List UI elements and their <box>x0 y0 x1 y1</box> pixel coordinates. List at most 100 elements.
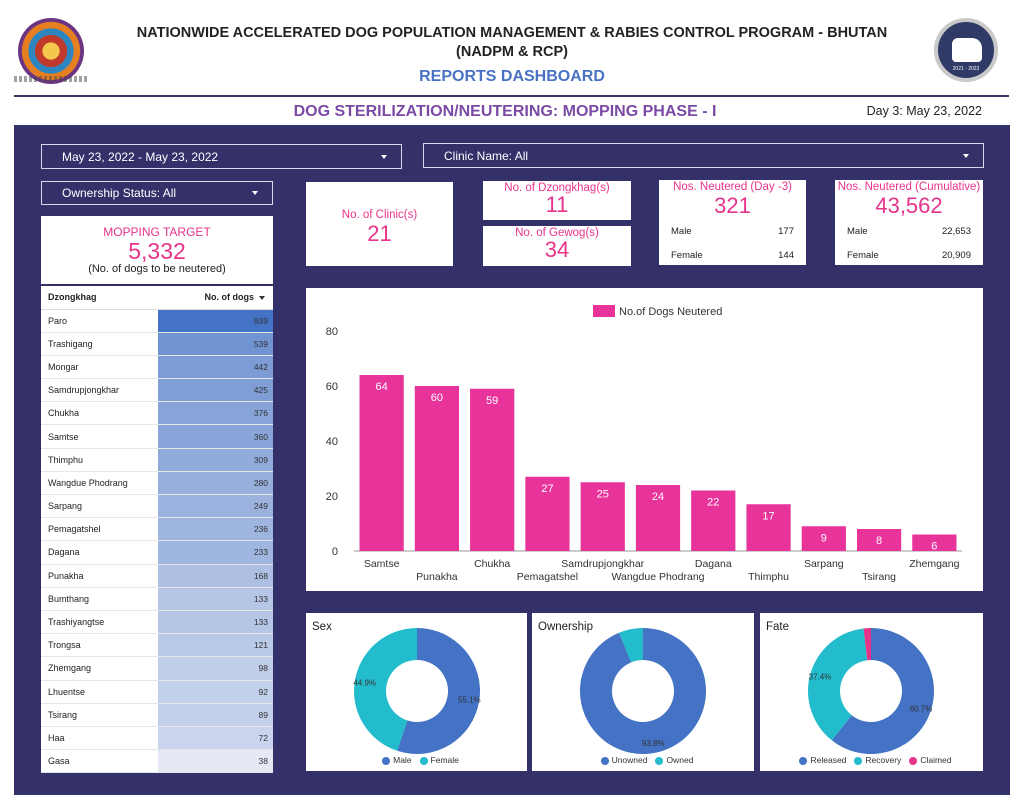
y-tick-label: 80 <box>326 326 338 338</box>
bar[interactable] <box>912 534 957 552</box>
table-row[interactable]: Zhemgang 98 <box>41 656 273 681</box>
column-header-no-of-dogs[interactable]: No. of dogs <box>158 286 273 310</box>
ownership-legend: Unowned Owned <box>532 755 754 765</box>
neutered-day-female-label: Female <box>671 250 703 261</box>
legend-label: Released <box>810 755 847 765</box>
donut-slice[interactable] <box>808 628 868 741</box>
x-tick-label: Thimphu <box>748 571 789 583</box>
bar-value-label: 22 <box>707 497 719 509</box>
dzongkhag-name-cell: Haa <box>41 726 158 751</box>
slice-percent-label: 55.1% <box>458 695 481 704</box>
dzongkhag-name-cell: Trashigang <box>41 332 158 356</box>
table-row[interactable]: Bumthang 133 <box>41 587 273 611</box>
donut-slice[interactable] <box>397 628 480 754</box>
x-tick-label: Samdrupjongkhar <box>561 558 644 570</box>
x-tick-label: Zhemgang <box>909 558 959 570</box>
dog-count-cell: 38 <box>158 749 273 774</box>
table-row[interactable]: Mongar 442 <box>41 355 273 380</box>
bar[interactable] <box>856 529 902 551</box>
dog-count-cell: 121 <box>158 633 273 658</box>
table-row[interactable]: Haa 72 <box>41 726 273 751</box>
program-title-line1: NATIONWIDE ACCELERATED DOG POPULATION MA… <box>136 25 888 41</box>
table-row[interactable]: Trongsa 121 <box>41 633 273 658</box>
dog-count-cell: 360 <box>158 424 273 449</box>
bar[interactable] <box>470 388 515 551</box>
sex-legend: Male Female <box>306 755 527 765</box>
table-row[interactable]: Samtse 360 <box>41 424 273 449</box>
clinic-filter-dropdown[interactable]: Clinic Name: All <box>423 143 984 168</box>
bar[interactable] <box>359 375 404 551</box>
header-divider <box>14 95 1009 97</box>
x-tick-label: Wangdue Phodrang <box>611 571 704 583</box>
dzongkhag-name-cell: Zhemgang <box>41 656 158 681</box>
donut-slice[interactable] <box>831 628 934 754</box>
legend-label: No.of Dogs Neutered <box>619 306 722 318</box>
bar[interactable] <box>525 476 570 551</box>
dzongkhag-name-cell: Mongar <box>41 355 158 380</box>
table-row[interactable]: Paro 939 <box>41 309 273 333</box>
x-tick-label: Samtse <box>364 558 400 570</box>
bar[interactable] <box>635 485 681 551</box>
table-row[interactable]: Sarpang 249 <box>41 494 273 519</box>
ownership-filter-value: Ownership Status: All <box>62 186 177 200</box>
dzongkhags-card: No. of Dzongkhag(s) 11 <box>483 181 631 220</box>
dzongkhag-name-cell: Pemagatshel <box>41 517 158 542</box>
gewogs-label: No. of Gewog(s) <box>515 227 599 239</box>
bar[interactable] <box>580 482 625 551</box>
fate-pie-card: Fate 60.7% 37.4% Released Recovery Claimed <box>760 613 983 771</box>
dzongkhag-table: Dzongkhag No. of dogs Paro 939 Trashigang 5… <box>41 286 273 774</box>
ownership-filter-dropdown[interactable]: Ownership Status: All <box>41 181 273 205</box>
bar[interactable] <box>746 504 791 551</box>
sex-pie-title: Sex <box>312 621 332 633</box>
dashboard-subtitle: REPORTS DASHBOARD <box>419 68 605 85</box>
donut-slice[interactable] <box>619 628 643 663</box>
legend-dot <box>799 756 808 765</box>
table-row[interactable]: Tsirang 89 <box>41 703 273 727</box>
table-row[interactable]: Chukha 376 <box>41 401 273 426</box>
table-row[interactable]: Trashiyangtse 133 <box>41 610 273 635</box>
table-row[interactable]: Wangdue Phodrang 280 <box>41 471 273 496</box>
bar[interactable] <box>801 526 846 551</box>
table-row[interactable]: Gasa 38 <box>41 749 273 774</box>
neutered-day-value: 321 <box>714 193 751 218</box>
neutered-bar-chart: 0 20 40 60 80 No.of Dogs Neutered 64 Samtse 60 Pu… <box>326 305 962 583</box>
table-row[interactable]: Thimphu 309 <box>41 448 273 472</box>
neutered-day-label: Nos. Neutered (Day -3) <box>673 181 792 193</box>
bar[interactable] <box>414 386 460 551</box>
column-header-dzongkhag[interactable]: Dzongkhag <box>41 286 158 310</box>
mopping-target-card: MOPPING TARGET 5,332 (No. of dogs to be … <box>41 216 273 284</box>
dog-count-cell: 233 <box>158 540 273 565</box>
neutered-cumulative-value: 43,562 <box>875 193 943 218</box>
legend-label: Unowned <box>611 755 648 765</box>
neutered-day-female-value: 144 <box>778 250 794 261</box>
y-tick-label: 0 <box>332 546 338 558</box>
table-row[interactable]: Dagana 233 <box>41 540 273 565</box>
dzongkhag-name-cell: Tsirang <box>41 703 158 727</box>
ownership-pie-title: Ownership <box>538 621 593 633</box>
table-row[interactable]: Trashigang 539 <box>41 332 273 356</box>
legend-swatch <box>593 305 615 317</box>
chevron-down-icon <box>963 153 969 158</box>
section-title: DOG STERILIZATION/NEUTERING: MOPPING PHA… <box>293 103 717 120</box>
dog-count-cell: 425 <box>158 378 273 403</box>
donut-slice[interactable] <box>863 628 871 661</box>
dzongkhag-name-cell: Paro <box>41 309 158 333</box>
table-row[interactable]: Pemagatshel 236 <box>41 517 273 542</box>
donut-slice[interactable] <box>580 628 706 754</box>
table-row[interactable]: Lhuentse 92 <box>41 680 273 704</box>
table-row[interactable]: Samdrupjongkhar 425 <box>41 378 273 403</box>
chevron-down-icon <box>381 154 387 159</box>
bar-value-label: 17 <box>762 510 774 522</box>
neutered-bar-chart-card: 0 20 40 60 80 No.of Dogs Neutered 64 Samtse 60 Pu… <box>306 288 983 591</box>
sex-pie-card: Sex 55.1% 44.9% Male Female <box>306 613 527 771</box>
neutered-cumulative-male-label: Male <box>847 226 868 237</box>
neutered-day-male-label: Male <box>671 226 692 237</box>
legend-dot <box>655 756 664 765</box>
royal-emblem-logo <box>18 18 84 84</box>
table-row[interactable]: Punakha 168 <box>41 564 273 588</box>
bar[interactable] <box>691 490 736 552</box>
date-range-picker[interactable]: May 23, 2022 - May 23, 2022 <box>41 144 402 169</box>
donut-slice[interactable] <box>354 628 417 751</box>
date-range-value: May 23, 2022 - May 23, 2022 <box>62 149 219 164</box>
neutered-cumulative-female-value: 20,909 <box>941 250 971 261</box>
